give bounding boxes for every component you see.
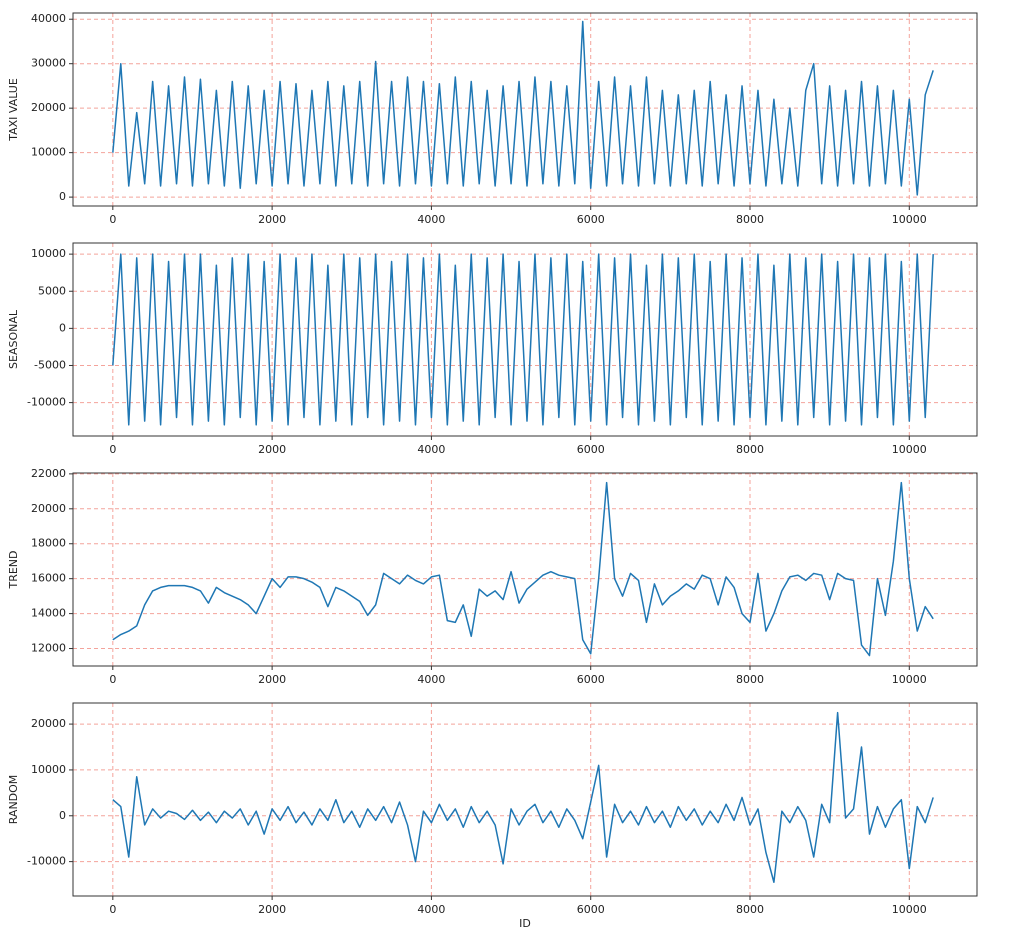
x-tick-label: 4000 — [417, 903, 445, 916]
y-tick-label: 10000 — [31, 763, 66, 776]
x-tick-label: 8000 — [736, 903, 764, 916]
y-tick-label: 40000 — [31, 12, 66, 25]
x-tick-label: 8000 — [736, 673, 764, 686]
axes-frame — [72, 472, 978, 667]
axes-frame — [72, 702, 978, 897]
y-tick-label: 12000 — [31, 642, 66, 655]
y-tick-label: 0 — [59, 321, 66, 334]
plot-area — [112, 481, 934, 657]
x-tick-label: 10000 — [892, 213, 927, 226]
x-tick-label: 0 — [109, 443, 116, 456]
y-axis-label: TREND — [7, 550, 20, 589]
y-tick-label: 14000 — [31, 607, 66, 620]
y-tick-label: 18000 — [31, 537, 66, 550]
axes-frame — [72, 242, 978, 437]
x-tick-label: 6000 — [577, 443, 605, 456]
data-line — [112, 253, 934, 426]
x-tick-label: 2000 — [258, 673, 286, 686]
y-tick-label: 20000 — [31, 502, 66, 515]
x-tick-label: 6000 — [577, 673, 605, 686]
plot-area — [112, 253, 934, 426]
x-tick-label: 8000 — [736, 213, 764, 226]
y-tick-label: 20000 — [31, 717, 66, 730]
y-tick-label: -10000 — [27, 855, 66, 868]
x-tick-label: 2000 — [258, 903, 286, 916]
y-tick-label: 20000 — [31, 101, 66, 114]
x-tick-label: 0 — [109, 673, 116, 686]
data-line — [112, 481, 934, 657]
x-tick-label: 2000 — [258, 213, 286, 226]
y-tick-label: -10000 — [27, 396, 66, 409]
y-tick-label: 5000 — [38, 284, 66, 297]
axes-frame — [72, 12, 978, 207]
x-tick-label: 4000 — [417, 213, 445, 226]
data-line — [112, 711, 934, 883]
x-tick-label: 0 — [109, 213, 116, 226]
y-tick-label: 22000 — [31, 467, 66, 480]
y-axis-label: RANDOM — [7, 775, 20, 825]
data-line — [112, 20, 934, 196]
x-tick-label: 6000 — [577, 213, 605, 226]
y-tick-label: 30000 — [31, 57, 66, 70]
x-tick-label: 4000 — [417, 443, 445, 456]
y-tick-label: -5000 — [34, 358, 66, 371]
plot-area — [112, 20, 934, 196]
y-tick-label: 16000 — [31, 572, 66, 585]
x-tick-label: 0 — [109, 903, 116, 916]
plot-area — [112, 711, 934, 883]
y-tick-label: 0 — [59, 190, 66, 203]
x-tick-label: 10000 — [892, 443, 927, 456]
y-axis-label: SEASONAL — [7, 309, 20, 369]
x-tick-label: 2000 — [258, 443, 286, 456]
x-tick-label: 6000 — [577, 903, 605, 916]
x-tick-label: 10000 — [892, 903, 927, 916]
y-tick-label: 0 — [59, 809, 66, 822]
x-tick-label: 4000 — [417, 673, 445, 686]
y-tick-label: 10000 — [31, 146, 66, 159]
x-axis-label: ID — [519, 917, 531, 930]
y-axis-label: TAXI VALUE — [7, 78, 20, 142]
x-tick-label: 8000 — [736, 443, 764, 456]
x-tick-label: 10000 — [892, 673, 927, 686]
y-tick-label: 10000 — [31, 247, 66, 260]
